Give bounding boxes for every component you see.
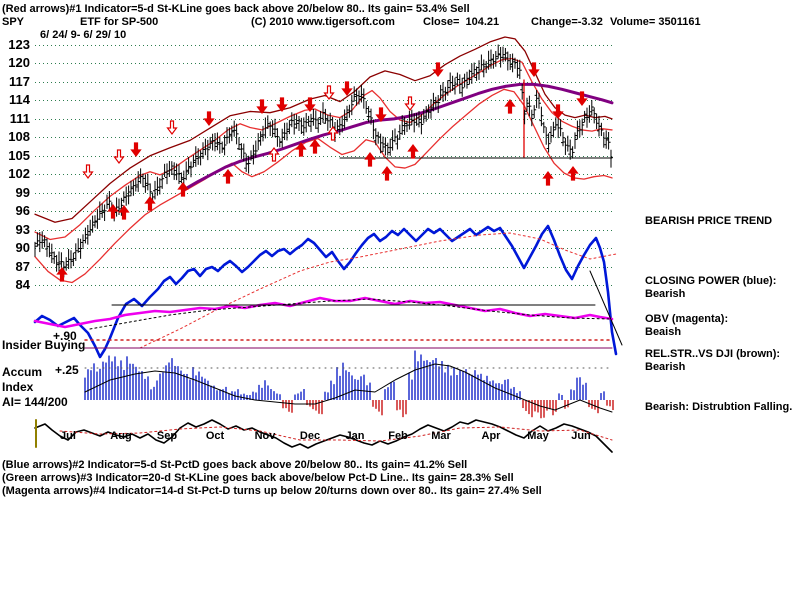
etf-name: ETF for SP-500	[80, 16, 159, 28]
price-tick-label: 102	[8, 166, 30, 182]
closing-power-value: +.90	[53, 329, 77, 343]
down-arrow-icon	[130, 142, 142, 157]
price-tick-label: 96	[15, 203, 30, 219]
month-label: Jan	[345, 430, 365, 442]
down-arrow-icon	[323, 85, 335, 100]
rel-strength-title: REL.STR..VS DJI (brown):	[645, 348, 781, 360]
insider-buying-label: Insider Buying	[2, 338, 86, 352]
month-label: Oct	[205, 430, 225, 442]
up-arrow-icon	[504, 99, 516, 114]
closing-power-title: CLOSING POWER (blue):	[645, 275, 777, 287]
up-arrow-icon	[107, 204, 119, 219]
price-tick-label: 114	[9, 92, 30, 108]
down-arrow-icon	[341, 81, 353, 96]
up-arrow-icon	[327, 126, 339, 141]
ticker-symbol: SPY	[2, 16, 25, 28]
up-arrow-icon	[268, 147, 280, 162]
obv-status: Beaish	[645, 326, 682, 338]
up-arrow-icon	[567, 166, 579, 181]
price-tick-label: 105	[8, 147, 30, 163]
price-tick-label: 93	[15, 221, 30, 237]
up-arrow-icon	[222, 169, 234, 184]
down-arrow-icon	[304, 97, 316, 112]
up-arrow-icon	[309, 139, 321, 154]
index-label: Index	[2, 380, 34, 394]
distribution-note: Bearish: Distrubtion Falling.	[645, 401, 793, 413]
month-label: Apr	[481, 430, 501, 442]
down-arrow-icon	[432, 62, 444, 77]
up-arrow-icon	[381, 166, 393, 181]
price-tick-label: 84	[15, 276, 30, 292]
up-arrow-icon	[144, 196, 156, 211]
price-trend-status: BEARISH PRICE TREND	[645, 215, 773, 227]
down-arrow-icon	[375, 107, 387, 122]
down-arrow-icon	[82, 164, 94, 179]
rel-strength-status: Bearish	[645, 361, 686, 373]
price-tick-label: 123	[8, 37, 30, 52]
close-value: Close= 104.21	[423, 16, 500, 28]
down-arrow-icon	[256, 99, 268, 114]
up-arrow-icon	[177, 182, 189, 197]
up-arrow-icon	[118, 205, 130, 220]
price-tick-label: 108	[8, 129, 30, 145]
month-label: Nov	[254, 430, 276, 442]
month-label: Mar	[431, 430, 451, 442]
down-arrow-icon	[552, 104, 564, 119]
price-tick-label: 117	[9, 73, 30, 89]
down-arrow-icon	[576, 91, 588, 106]
month-label: Feb	[388, 430, 408, 442]
ai-ratio-value: AI= 144/200	[2, 395, 68, 409]
date-range: 6/ 24/ 9- 6/ 29/ 10	[40, 29, 127, 41]
down-arrow-icon	[113, 149, 125, 164]
price-tick-label: 111	[9, 110, 30, 126]
accum-label: Accum	[2, 365, 43, 379]
up-arrow-icon	[542, 171, 554, 186]
footer-indicator3-legend: (Green arrows)#3 Indicator=20-d St-KLine…	[2, 472, 514, 484]
closing-power-status: Bearish	[645, 288, 686, 300]
footer-indicator4-legend: (Magenta arrows)#4 Indicator=14-d St-Pct…	[2, 485, 542, 497]
volume-value: Volume= 3501161	[610, 16, 701, 28]
obv-title: OBV (magenta):	[645, 313, 729, 325]
month-label: Sep	[156, 430, 178, 442]
month-label: Aug	[110, 430, 132, 442]
down-arrow-icon	[528, 62, 540, 77]
month-label: May	[527, 430, 549, 442]
down-arrow-icon	[203, 111, 215, 126]
month-label: Jun	[571, 430, 591, 442]
footer-indicator2-legend: (Blue arrows)#2 Indicator=5-d St-PctD go…	[2, 459, 468, 471]
accum-index-value: +.25	[55, 363, 79, 377]
price-tick-label: 99	[15, 184, 30, 200]
up-arrow-icon	[364, 152, 376, 167]
up-arrow-icon	[56, 267, 68, 282]
down-arrow-icon	[404, 96, 416, 111]
price-tick-label: 90	[15, 240, 30, 256]
copyright-text: (C) 2010 www.tigersoft.com	[251, 16, 395, 28]
down-arrow-icon	[166, 120, 178, 135]
up-arrow-icon	[295, 142, 307, 157]
price-tick-label: 120	[8, 55, 30, 71]
month-label: Dec	[299, 430, 321, 442]
month-label: Jul	[60, 430, 76, 442]
change-value: Change=-3.32	[531, 16, 603, 28]
price-tick-label: 87	[15, 258, 30, 274]
down-arrow-icon	[276, 97, 288, 112]
header-indicator1-legend: (Red arrows)#1 Indicator=5-d St-KLine go…	[2, 3, 470, 15]
up-arrow-icon	[407, 144, 419, 159]
